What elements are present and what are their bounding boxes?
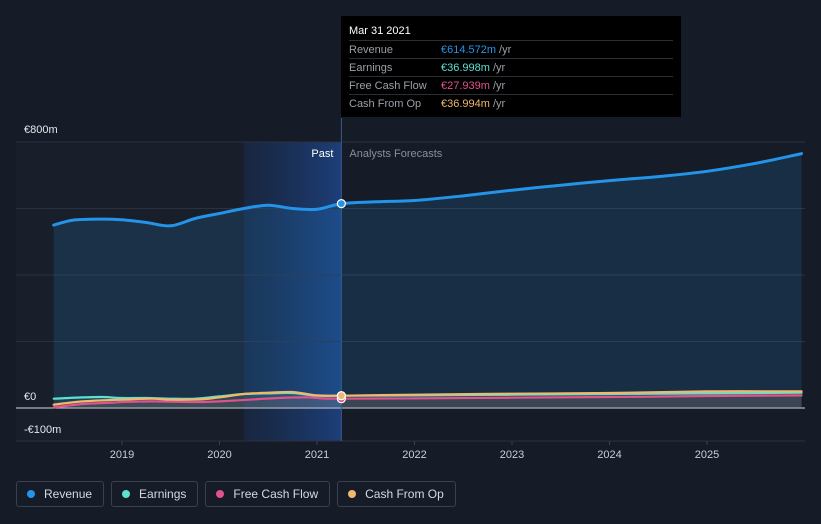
legend-label: Cash From Op (365, 487, 444, 501)
area-revenue (53, 153, 802, 408)
x-axis: 2019 2020 2021 2022 2023 2024 2025 (110, 441, 719, 461)
x-tick-label-2019: 2019 (110, 449, 134, 461)
tooltip-value: €614.572m (441, 43, 497, 56)
tooltip-date: Mar 31 2021 (349, 25, 411, 37)
tooltip-value: €27.939m (441, 79, 490, 92)
legend-label: Earnings (139, 487, 187, 501)
legend-dot-icon (27, 490, 35, 498)
tooltip-row-free-cash-flow: Free Cash Flow €27.939m /yr (349, 76, 673, 94)
legend-label: Free Cash Flow (233, 487, 319, 501)
y-label-800m: €800m (24, 124, 58, 136)
series-lines (52, 152, 804, 409)
grid-lines (16, 141, 805, 442)
x-tick-label-2021: 2021 (305, 449, 329, 461)
tooltip-value: €36.994m (441, 97, 490, 110)
tooltip-label: Free Cash Flow (349, 79, 427, 92)
tooltip-value: €36.998m (441, 61, 490, 74)
data-tooltip: Mar 31 2021 Revenue €614.572m /yr Earnin… (341, 16, 681, 117)
tooltip-label: Earnings (349, 61, 393, 74)
legend-item-cash-from-op[interactable]: Cash From Op (337, 481, 456, 507)
x-tick-label-2022: 2022 (402, 449, 426, 461)
x-tick-label-2025: 2025 (695, 449, 719, 461)
tooltip-row-earnings: Earnings €36.998m /yr (349, 58, 673, 76)
area-free-cash-flow (53, 395, 802, 408)
tooltip-unit: /yr (492, 97, 506, 110)
legend-dot-icon (348, 490, 357, 498)
x-tick-label-2024: 2024 (597, 449, 621, 461)
legend-dot-icon (216, 490, 225, 498)
line-revenue (52, 152, 804, 228)
y-label-minus-100m: -€100m (24, 424, 61, 436)
past-label: Past (311, 148, 333, 160)
legend-label: Revenue (44, 487, 93, 501)
tooltip-unit: /yr (499, 43, 512, 56)
line-free-cash-flow (52, 394, 803, 409)
tooltip-row-revenue: Revenue €614.572m /yr (349, 40, 673, 58)
x-tick-label-2023: 2023 (500, 449, 524, 461)
tooltip-row-cash-from-op: Cash From Op €36.994m /yr (349, 94, 673, 112)
x-tick-label-2020: 2020 (207, 449, 231, 461)
line-cash-from-op (52, 390, 803, 406)
legend-item-revenue[interactable]: Revenue (16, 481, 105, 507)
series-markers (336, 199, 346, 404)
y-label-zero: €0 (24, 391, 36, 403)
legend-item-earnings[interactable]: Earnings (111, 481, 199, 507)
marker-cash-from-op (336, 391, 346, 401)
forecast-label: Analysts Forecasts (349, 148, 442, 160)
legend-dot-icon (122, 490, 131, 498)
marker-revenue (336, 199, 346, 209)
chart-legend: Revenue Earnings Free Cash Flow Cash Fro… (16, 481, 456, 507)
series-areas (53, 153, 802, 408)
legend-item-free-cash-flow[interactable]: Free Cash Flow (205, 481, 331, 507)
tooltip-label: Revenue (349, 43, 394, 56)
tooltip-unit: /yr (492, 79, 506, 92)
tooltip-unit: /yr (492, 61, 506, 74)
tooltip-label: Cash From Op (349, 97, 422, 110)
